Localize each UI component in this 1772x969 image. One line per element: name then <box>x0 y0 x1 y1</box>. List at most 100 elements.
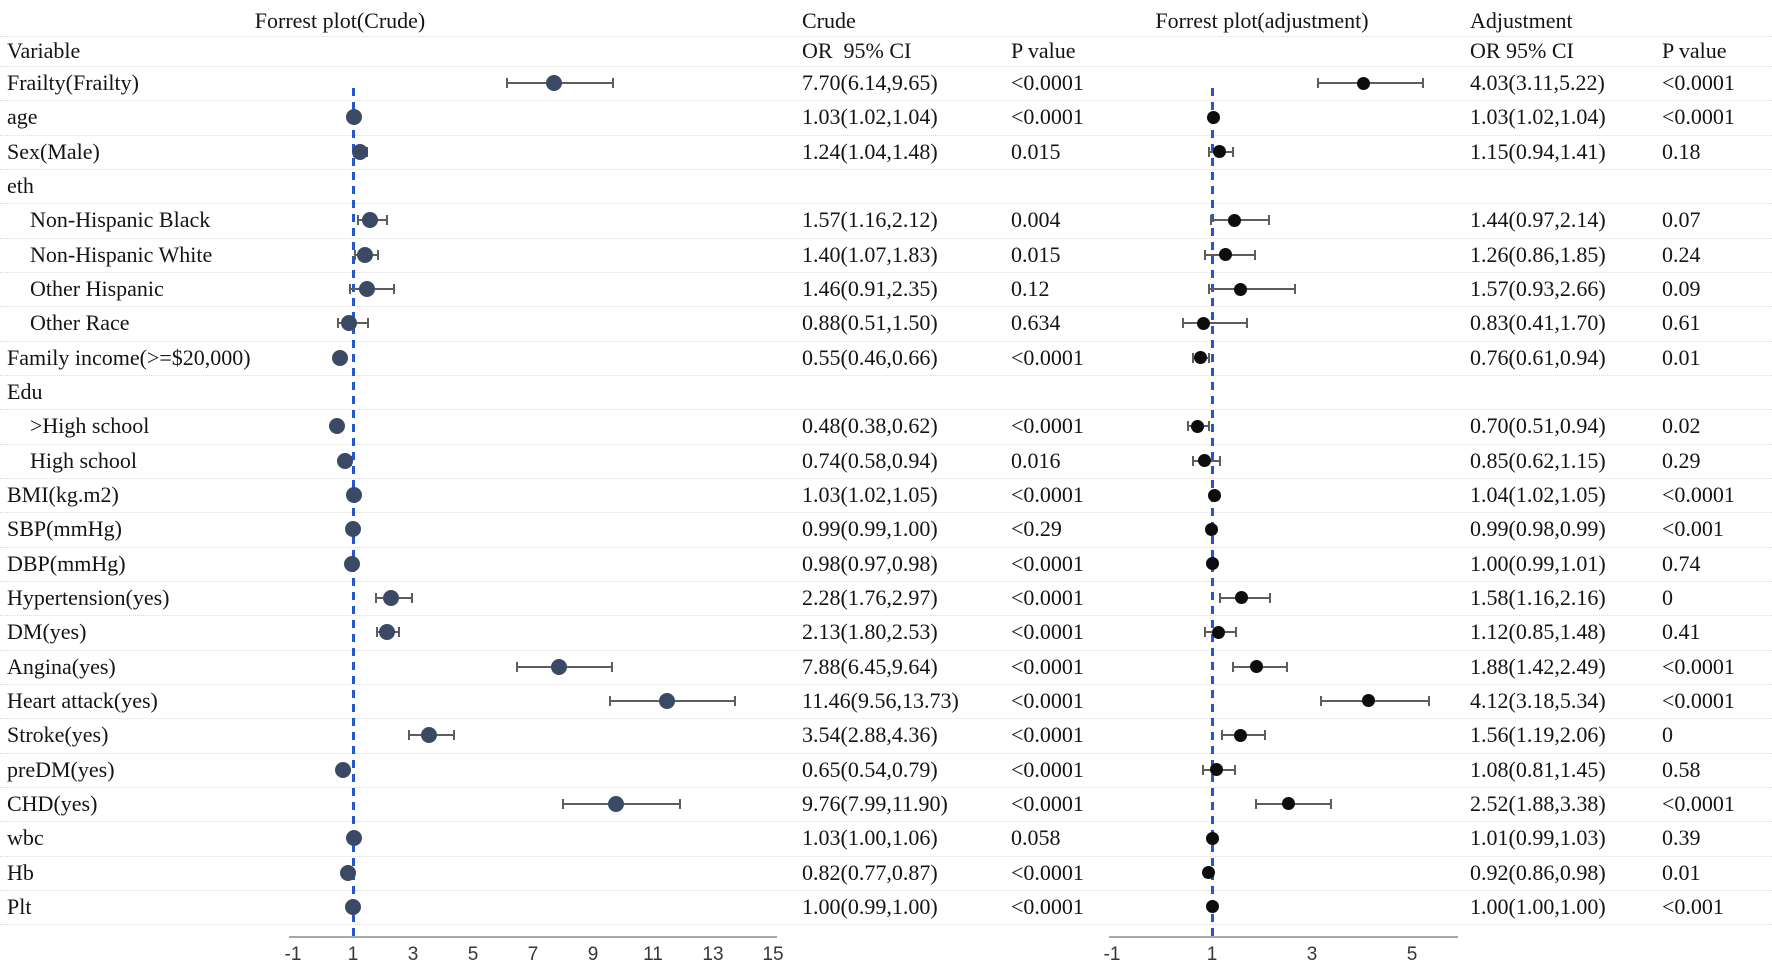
adjustment-or-ci-value: 1.04(1.02,1.05) <box>1470 482 1606 507</box>
or-point-estimate <box>362 212 379 229</box>
row-label: DBP(mmHg) <box>7 550 126 576</box>
x-axis-tick-label: 1 <box>1206 944 1218 965</box>
ci-cap <box>1181 318 1184 329</box>
or-point-estimate <box>378 624 395 641</box>
gridline <box>0 546 1772 548</box>
adjustment-or-ci-value: 0.99(0.98,0.99) <box>1470 516 1606 542</box>
crude-or-ci-value: 0.99(0.99,1.00) <box>802 516 938 542</box>
ci-cap <box>506 78 509 88</box>
crude-or-ci-value: 0.88(0.51,1.50) <box>802 310 938 336</box>
ci-cap <box>1209 215 1212 226</box>
adjustment-p-value: 0.07 <box>1662 207 1701 233</box>
or-point-estimate <box>345 830 362 847</box>
crude-group-header: Crude <box>802 8 856 33</box>
ci-cap <box>1268 215 1270 226</box>
gridline <box>0 786 1772 788</box>
ci-cap <box>411 592 414 603</box>
crude-or-ci-value: 1.46(0.91,2.35) <box>802 276 938 301</box>
x-axis-line <box>289 936 777 938</box>
or-point-estimate <box>1233 728 1247 742</box>
or-point-estimate <box>357 246 373 263</box>
crude-p-value: <0.0001 <box>1011 653 1084 679</box>
ci-cap <box>1264 730 1266 741</box>
crude-pvalue-column-header: P value <box>1011 38 1076 63</box>
gridline <box>0 306 1772 308</box>
ci-cap <box>1186 421 1189 432</box>
ci-cap <box>1192 455 1194 466</box>
ci-cap <box>1320 695 1322 706</box>
crude-p-value: <0.0001 <box>1011 344 1084 370</box>
adjustment-p-value: 0.01 <box>1662 344 1701 370</box>
crude-p-value: 0.015 <box>1011 241 1061 267</box>
x-axis-tick-label: 3 <box>1306 944 1318 965</box>
or-point-estimate <box>1234 282 1247 296</box>
ci-cap <box>1220 730 1223 741</box>
ci-whisker <box>1182 322 1247 325</box>
ci-cap <box>1233 764 1236 775</box>
or-point-estimate <box>1281 797 1295 811</box>
or-point-estimate <box>1361 694 1375 708</box>
variable-column-header: Variable <box>7 38 81 63</box>
ci-cap <box>392 284 395 294</box>
crude-or-ci-value: 7.70(6.14,9.65) <box>802 70 938 95</box>
row-label: Heart attack(yes) <box>7 687 158 713</box>
ci-cap <box>376 249 379 260</box>
adjustment-or-ci-value: 1.88(1.42,2.49) <box>1470 653 1606 679</box>
row-label: Hb <box>7 859 34 885</box>
crude-p-value: <0.0001 <box>1011 550 1084 576</box>
ci-cap <box>1231 146 1234 157</box>
adjustment-or-ci-value: 2.52(1.88,3.38) <box>1470 790 1606 816</box>
row-label: DM(yes) <box>7 619 87 645</box>
or-point-estimate <box>341 315 358 332</box>
or-point-estimate <box>658 692 675 709</box>
or-point-estimate <box>607 795 624 812</box>
crude-or-ci-value: 3.54(2.88,4.36) <box>802 722 938 748</box>
row-label: Edu <box>7 379 43 404</box>
ci-cap <box>1235 627 1237 638</box>
x-axis-tick-label: -1 <box>284 944 302 965</box>
row-label: Other Race <box>30 310 130 336</box>
x-axis-line <box>1109 936 1458 938</box>
row-label: Stroke(yes) <box>7 722 109 748</box>
adjustment-or-column-header: OR 95% CI <box>1470 38 1574 63</box>
ci-cap <box>515 661 518 672</box>
adjustment-p-value: 0.29 <box>1662 447 1701 473</box>
ci-cap <box>354 249 357 260</box>
crude-or-ci-value: 2.13(1.80,2.53) <box>802 619 938 645</box>
gridline <box>0 718 1772 720</box>
x-axis-tick-label: 5 <box>1406 944 1418 965</box>
crude-or-ci-value: 1.03(1.00,1.06) <box>802 825 938 851</box>
gridline <box>0 752 1772 754</box>
or-point-estimate <box>331 349 348 366</box>
ci-cap <box>1207 284 1210 294</box>
crude-p-value: <0.0001 <box>1011 584 1084 610</box>
right-plot-title: Forrest plot(adjustment) <box>1155 8 1369 33</box>
adjustment-or-ci-value: 1.08(0.81,1.45) <box>1470 756 1606 782</box>
gridline <box>0 203 1772 205</box>
row-label: Family income(>=$20,000) <box>7 344 251 370</box>
gridline <box>0 889 1772 891</box>
gridline <box>0 375 1772 376</box>
reference-line <box>351 88 355 938</box>
ci-cap <box>1203 627 1206 638</box>
or-point-estimate <box>1249 660 1263 674</box>
adjustment-p-value: 0.09 <box>1662 276 1701 301</box>
x-axis-tick-label: 1 <box>347 944 359 965</box>
reference-line <box>1210 88 1214 938</box>
ci-cap <box>367 318 369 329</box>
adjustment-or-ci-value: 1.00(1.00,1.00) <box>1470 893 1606 919</box>
or-point-estimate <box>345 898 361 915</box>
or-point-estimate <box>1211 625 1225 639</box>
ci-whisker <box>1317 82 1423 84</box>
crude-p-value: <0.0001 <box>1011 859 1084 885</box>
ci-cap <box>608 695 611 706</box>
adjustment-or-ci-value: 1.12(0.85,1.48) <box>1470 619 1606 645</box>
adjustment-p-value: 0 <box>1662 584 1673 610</box>
gridline <box>0 924 1772 926</box>
row-label: SBP(mmHg) <box>7 516 122 542</box>
crude-p-value: <0.0001 <box>1011 756 1084 782</box>
crude-or-ci-value: 1.03(1.02,1.05) <box>802 482 938 507</box>
crude-p-value: 0.004 <box>1011 207 1061 233</box>
or-point-estimate <box>345 109 362 126</box>
or-point-estimate <box>339 864 356 881</box>
